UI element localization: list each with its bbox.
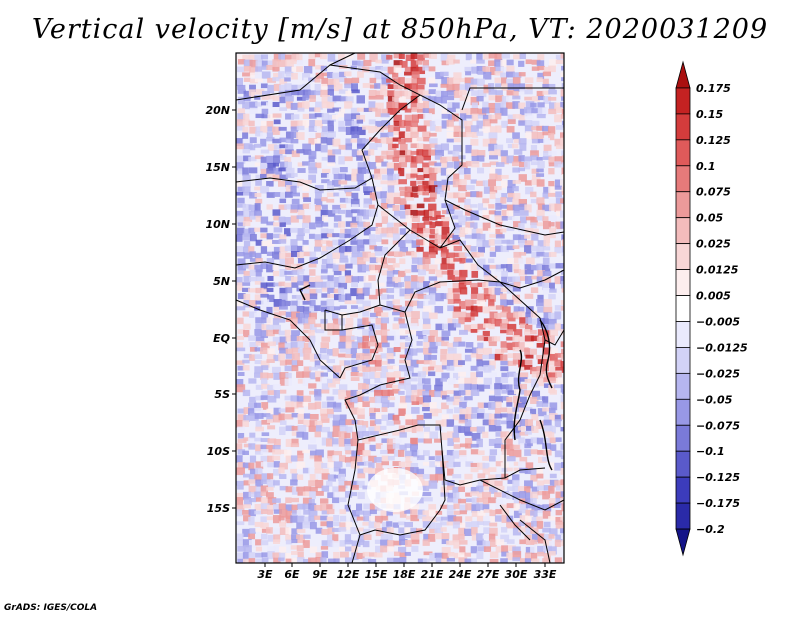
lon-label: 24E [449, 568, 472, 581]
vertical-velocity-field [236, 53, 564, 563]
colorbar-label: −0.05 [696, 393, 733, 406]
lon-label: 15E [365, 568, 388, 581]
colorbar-label: −0.175 [696, 497, 740, 510]
lat-label: 5S [214, 388, 230, 401]
lat-label: 15N [205, 161, 230, 174]
colorbar-segment [675, 217, 691, 245]
colorbar-segment [675, 113, 691, 141]
colorbar-segment [675, 243, 691, 270]
lon-label: 9E [312, 568, 328, 581]
colorbar-label: 0.1 [696, 160, 716, 173]
colorbar-segment [675, 191, 691, 219]
colorbar-segment [675, 398, 691, 426]
lat-label: 15S [207, 502, 230, 515]
colorbar-segment [675, 321, 691, 348]
colorbar-label: 0.005 [696, 290, 731, 303]
longitude-ticks [264, 563, 546, 567]
lat-label: 10N [205, 218, 230, 231]
colorbar-segment [675, 450, 691, 478]
lon-label: 3E [257, 568, 273, 581]
lon-label: 6E [284, 568, 300, 581]
colorbar-label: −0.1 [696, 445, 725, 458]
chart-title: Vertical velocity [m/s] at 850hPa, VT: 2… [31, 14, 769, 45]
colorbar-label: 0.05 [696, 212, 723, 225]
colorbar-segment [675, 347, 691, 374]
lon-label: 30E [505, 568, 528, 581]
colorbar-label: 0.075 [696, 186, 731, 199]
colorbar-segment [675, 295, 691, 322]
longitude-axis: 3E 6E 9E 12E 15E 18E 21E 24E 27E 30E 33E [257, 568, 556, 581]
country-borders [235, 52, 565, 564]
colorbar-label: 0.0125 [696, 264, 739, 277]
lat-label: 10S [207, 445, 230, 458]
latitude-ticks [232, 109, 236, 509]
latitude-axis: 20N 15N 10N 5N EQ 5S 10S 15S [205, 104, 230, 515]
colorbar-label: −0.075 [696, 419, 740, 432]
colorbar: 0.175 0.15 0.125 0.1 0.075 0.05 0.025 0.0125 0.0… [675, 60, 748, 557]
colorbar-segment [675, 87, 691, 115]
colorbar-label: −0.2 [696, 523, 725, 536]
lon-label: 33E [534, 568, 557, 581]
colorbar-label: 0.15 [696, 108, 723, 121]
lat-label: 20N [205, 104, 230, 117]
map-frame [235, 52, 565, 564]
colorbar-segment [675, 165, 691, 193]
colorbar-label: −0.125 [696, 471, 740, 484]
colorbar-segment [675, 139, 691, 167]
colorbar-segment [675, 269, 691, 296]
grads-credit: GrADS: IGES/COLA [4, 603, 98, 613]
lat-label: EQ [213, 332, 230, 345]
colorbar-segment [675, 502, 691, 530]
lon-label: 12E [337, 568, 360, 581]
colorbar-label: −0.005 [696, 315, 740, 328]
colorbar-segment [675, 60, 691, 89]
colorbar-segment [675, 372, 691, 400]
colorbar-label: 0.175 [696, 82, 731, 95]
colorbar-segment [675, 476, 691, 504]
lon-label: 18E [393, 568, 416, 581]
lat-label: 5N [213, 275, 230, 288]
colorbar-label: −0.025 [696, 367, 740, 380]
colorbar-segment [675, 424, 691, 452]
colorbar-label: 0.025 [696, 238, 731, 251]
colorbar-label: 0.125 [696, 134, 731, 147]
lon-label: 21E [421, 568, 444, 581]
colorbar-segment [675, 528, 691, 557]
colorbar-label: −0.0125 [696, 341, 748, 354]
lon-label: 27E [477, 568, 500, 581]
lakes-and-coast [299, 284, 553, 471]
